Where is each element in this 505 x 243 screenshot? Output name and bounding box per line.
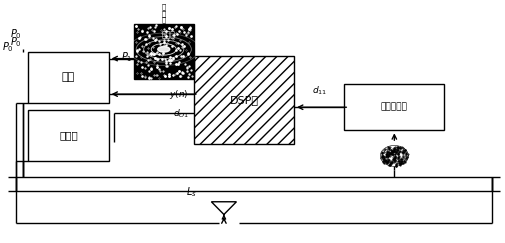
Text: $P_1$: $P_1$ [121,51,132,64]
Text: 功放: 功放 [62,72,75,82]
Text: $d_{11}$: $d_{11}$ [311,84,326,97]
Bar [28,110,109,161]
Text: 扬声器: 扬声器 [162,31,175,40]
Bar [133,24,193,79]
Circle shape [158,46,170,52]
Text: 扬
声
器: 扬 声 器 [161,4,166,23]
Text: $d_{O1}$: $d_{O1}$ [172,107,188,120]
Text: $L_s$: $L_s$ [185,186,196,200]
Text: 前级放大器: 前级放大器 [380,103,407,112]
Text: $P_0$: $P_0$ [10,27,22,41]
Bar [343,84,443,130]
Text: $d_{O2}$: $d_{O2}$ [172,69,188,82]
Text: $y(n)$: $y(n)$ [169,88,188,101]
Polygon shape [211,202,236,215]
Bar [28,52,109,103]
Text: 滤波器: 滤波器 [59,130,78,140]
Text: $P_0$: $P_0$ [10,35,22,49]
Text: DSP板: DSP板 [229,95,258,105]
Text: $P_0$: $P_0$ [3,40,14,54]
Bar [193,56,293,144]
